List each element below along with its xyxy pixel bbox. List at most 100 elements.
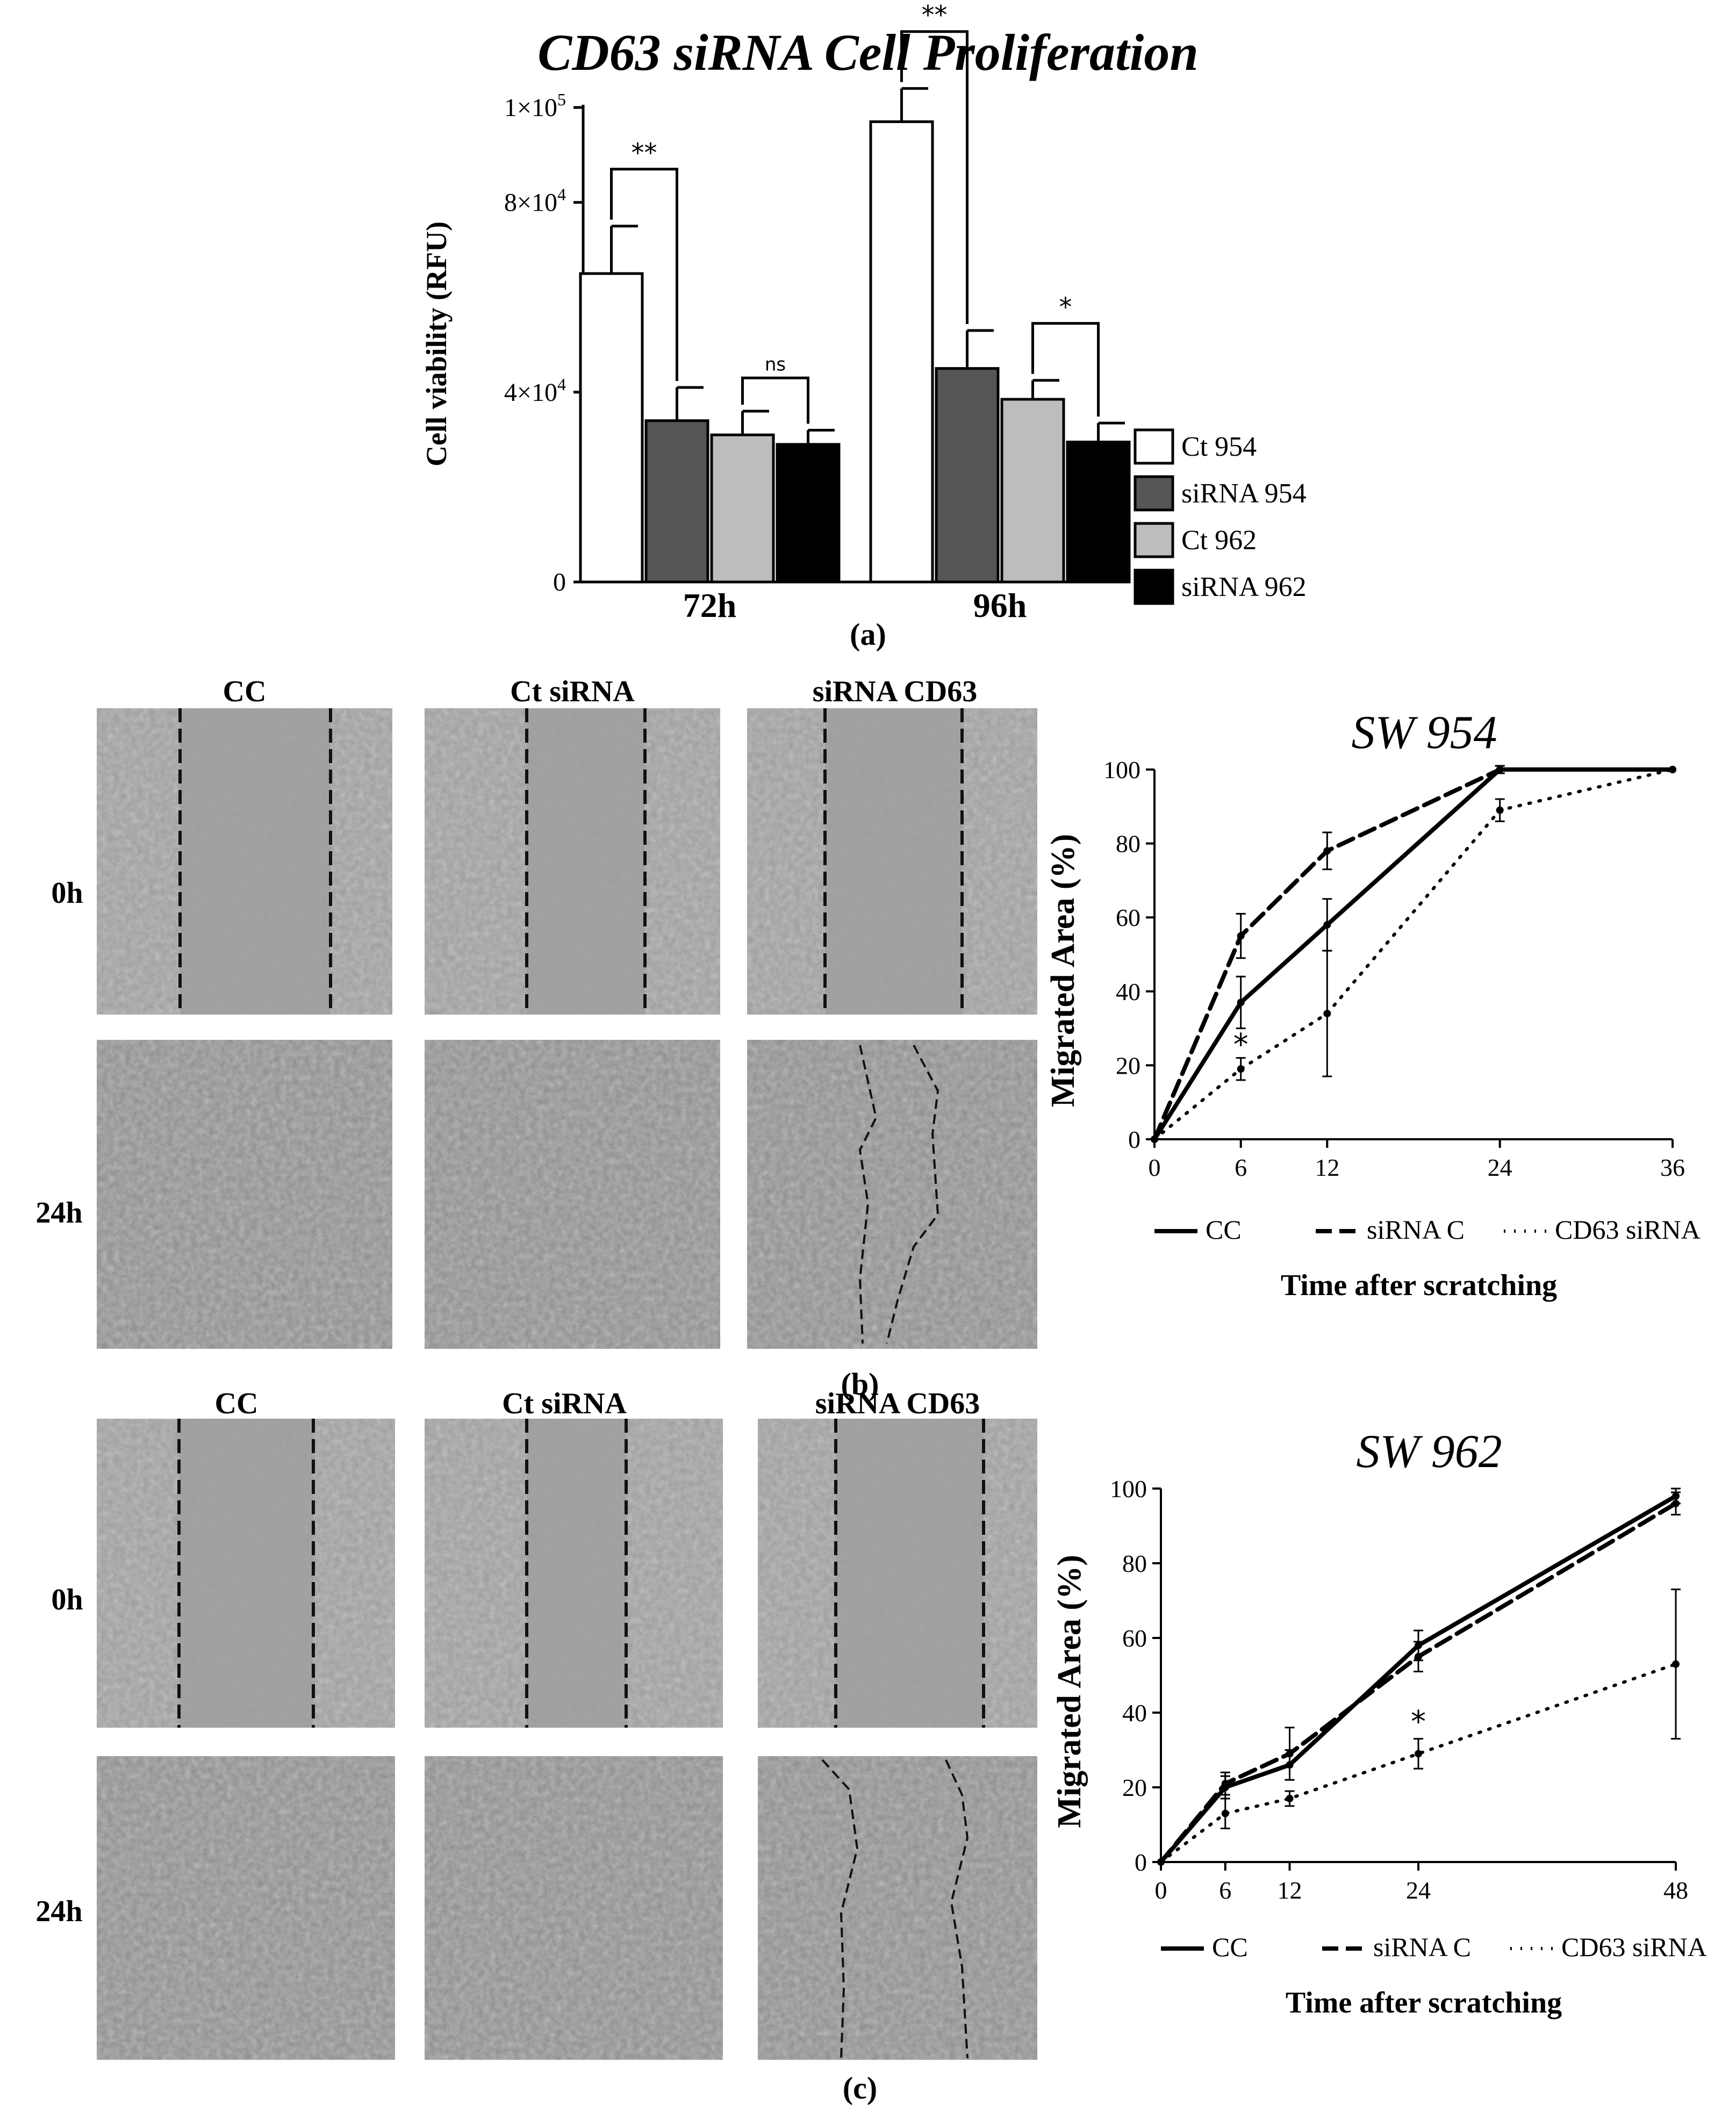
chart-a-significance-bracket: [900, 30, 969, 325]
chart-c-legend-label-sirna-c: siRNA C: [1373, 1932, 1471, 1962]
chart-b-point-cd63-sirna: [1237, 1065, 1245, 1073]
micrograph-layer: CC Ct siRNA siRNA CD63 0h 24h CC Ct siRNA siRNA…: [35, 675, 1037, 2060]
panel-c-column-header: CC: [215, 1387, 259, 1420]
chart-c-point-cd63-sirna: [1415, 1750, 1422, 1758]
chart-a-bar-ct-954-96h: [869, 120, 934, 584]
chart-c-point-sirna-c: [1221, 1780, 1229, 1788]
micrograph-wound-area: [527, 708, 645, 1015]
chart-c-point-sirna-c: [1415, 1652, 1422, 1661]
chart-a-bar-sirna-954-72h: [644, 419, 709, 584]
chart-b-x-tick-label: 6: [1235, 1154, 1247, 1181]
chart-a-legend-label-ct-954: Ct 954: [1181, 432, 1257, 462]
chart-c-x-tick-label: 0: [1155, 1877, 1167, 1904]
chart-a-legend-label-sirna-954: siRNA 954: [1181, 478, 1307, 509]
chart-b-x-tick-label: 36: [1660, 1154, 1685, 1181]
micrograph-wound-area: [527, 1419, 626, 1728]
micrograph-texture: [758, 1756, 1037, 2060]
chart-a-significance-bracket: [741, 376, 809, 424]
chart-b-x-tick-label: 12: [1315, 1154, 1339, 1181]
panel-c-row-label: 0h: [51, 1583, 83, 1616]
chart-a-legend-label-sirna-962: siRNA 962: [1181, 572, 1307, 602]
chart-a-legend-swatch-ct-962: [1134, 522, 1174, 558]
chart-b: SW 954 0 20 40 60 80 100 0 6 12 24 36 Migrated Area …: [1045, 707, 1701, 1302]
chart-a-title: CD63 siRNA Cell Proliferation: [537, 24, 1198, 81]
chart-a-significance-label: *: [1059, 292, 1072, 322]
chart-a-legend-swatch-sirna-962: [1134, 569, 1174, 605]
panel-labels: (a) (b) (c): [841, 617, 886, 2105]
chart-c-point-cd63-sirna: [1286, 1794, 1294, 1802]
chart-c-y-tick-label: 40: [1122, 1699, 1147, 1727]
chart-a-y-tick-label: 4×104: [504, 375, 566, 407]
chart-a-bar-ct-962-96h: [1000, 398, 1065, 584]
chart-c-y-tick-label: 100: [1110, 1475, 1147, 1503]
chart-b-y-tick-label: 0: [1128, 1126, 1140, 1153]
chart-b-y-tick-label: 60: [1116, 904, 1140, 931]
chart-c-title: SW 962: [1356, 1426, 1502, 1478]
micrograph-wound-area: [836, 1419, 984, 1728]
panel-c-column-header: siRNA CD63: [815, 1387, 980, 1420]
chart-b-legend-label-sirna-c: siRNA C: [1367, 1214, 1465, 1245]
chart-c-y-tick-label: 60: [1122, 1625, 1147, 1652]
panel-b-row-label: 24h: [35, 1196, 82, 1230]
chart-a-significance-label: **: [922, 1, 948, 31]
chart-c-y-tick-label: 20: [1122, 1774, 1147, 1801]
chart-a-y-tick-label: 0: [553, 568, 566, 596]
chart-c-y-label: Migrated Area (%): [1051, 1555, 1088, 1828]
chart-a: CD63 siRNA Cell Proliferation 0 4×104 8×104…: [420, 1, 1307, 624]
chart-b-point-cc: [1323, 921, 1331, 929]
chart-b-point-cd63-sirna: [1151, 1135, 1158, 1143]
chart-c-legend-label-cd63-sirna: CD63 siRNA: [1561, 1932, 1707, 1962]
chart-b-y-label: Migrated Area (%): [1045, 834, 1081, 1107]
panel-c-row-label: 24h: [35, 1895, 82, 1928]
chart-c-x-tick-label: 12: [1278, 1877, 1302, 1904]
chart-a-significance-label: ns: [765, 354, 786, 375]
chart-b-y-tick-label: 80: [1116, 830, 1140, 858]
chart-c-legend-label-cc: CC: [1212, 1932, 1248, 1962]
micrograph-wound-area: [179, 1419, 313, 1728]
chart-c-annotation: *: [1411, 1705, 1426, 1740]
chart-a-legend-label-ct-962: Ct 962: [1181, 525, 1257, 556]
chart-a-significance-bracket: [610, 168, 678, 381]
chart-a-bar-ct-954-72h: [579, 272, 644, 584]
panel-a-label: (a): [850, 617, 886, 652]
panel-b-column-header: Ct siRNA: [510, 675, 635, 708]
chart-a-x-tick-label-72h: 72h: [683, 586, 737, 624]
micrograph-wound-edge: [858, 1045, 878, 1344]
chart-a-significance-label: **: [632, 138, 657, 168]
chart-b-point-sirna-c: [1323, 847, 1331, 855]
chart-c-point-cd63-sirna: [1672, 1660, 1680, 1668]
panel-b-column-header: siRNA CD63: [813, 675, 977, 708]
chart-b-x-tick-label: 24: [1488, 1154, 1512, 1181]
micrograph-texture: [97, 1756, 395, 2060]
chart-b-point-cd63-sirna: [1323, 1010, 1331, 1018]
chart-c-y-tick-label: 80: [1122, 1550, 1147, 1577]
chart-c-point-cd63-sirna: [1157, 1858, 1165, 1866]
chart-a-bar-ct-962-72h: [710, 433, 775, 584]
chart-a-y-tick-label: 1×105: [504, 90, 566, 122]
chart-b-y-tick-label: 40: [1116, 978, 1140, 1005]
chart-c-point-sirna-c: [1672, 1499, 1680, 1507]
chart-a-y-tick-exponent: 4: [557, 375, 566, 394]
micrograph-texture: [747, 1040, 1037, 1349]
chart-c-x-label: Time after scratching: [1286, 1986, 1562, 2019]
panel-b-column-header: CC: [223, 675, 267, 708]
chart-b-point-cd63-sirna: [1669, 766, 1676, 773]
panel-c-label: (c): [843, 2071, 877, 2105]
chart-b-point-cd63-sirna: [1496, 806, 1504, 814]
chart-a-legend-swatch-sirna-954: [1134, 475, 1174, 512]
chart-a-significance-bracket: [1031, 322, 1100, 417]
chart-a-y-label: Cell viability (RFU): [420, 221, 453, 466]
chart-b-legend-label-cc: CC: [1206, 1214, 1242, 1245]
chart-b-annotation: *: [1233, 1027, 1249, 1062]
chart-c-y-tick-label: 0: [1135, 1849, 1147, 1876]
chart-a-x-tick-label-96h: 96h: [973, 586, 1027, 624]
micrograph-texture: [97, 1040, 392, 1349]
micrograph-wound-edge: [821, 1759, 859, 2059]
chart-b-point-sirna-c: [1237, 932, 1245, 940]
chart-a-legend-swatch-ct-954: [1134, 428, 1174, 465]
panel-c-column-header: Ct siRNA: [502, 1387, 627, 1420]
chart-b-series-sirna-c: [1152, 767, 1675, 1141]
chart-c-series-cd63-sirna: [1159, 1662, 1677, 1864]
micrograph-wound-edge: [886, 1045, 939, 1344]
